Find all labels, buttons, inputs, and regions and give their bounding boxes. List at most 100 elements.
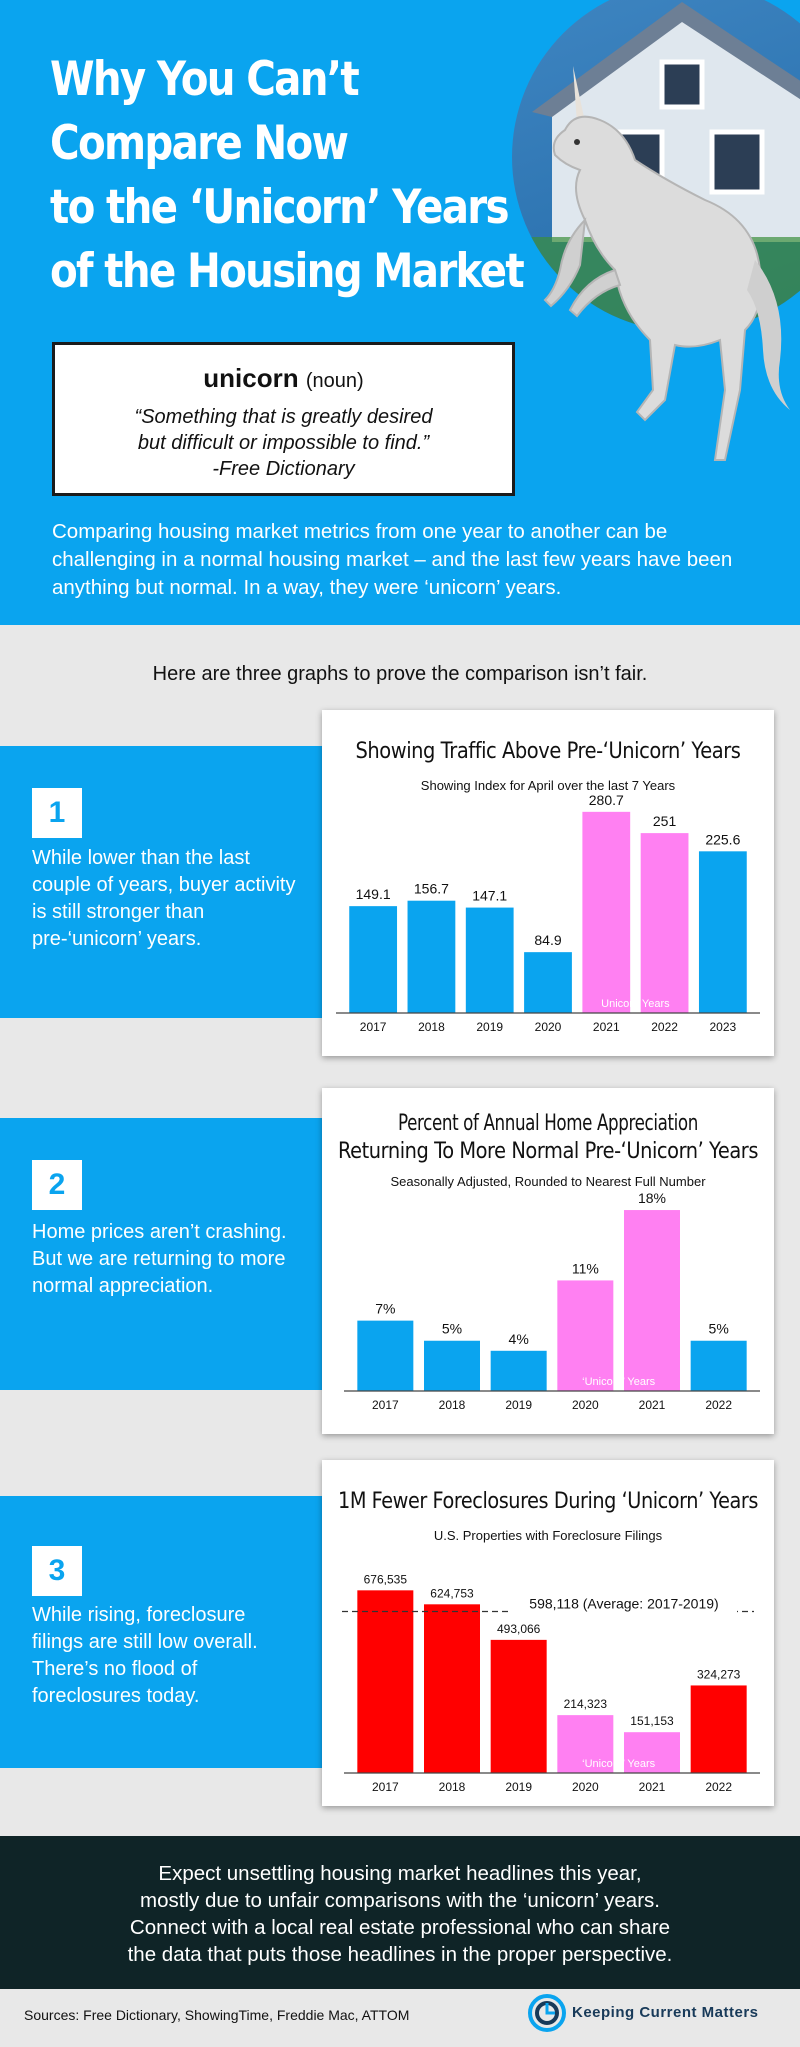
sources-text: Sources: Free Dictionary, ShowingTime, F…	[24, 2007, 410, 2023]
section-1-band: 1 While lower than the last couple of ye…	[0, 746, 330, 1018]
tick-label-2022: 2022	[705, 1780, 732, 1794]
data-label-2018: 5%	[442, 1321, 462, 1337]
data-label-2021: 151,153	[630, 1714, 674, 1728]
section-text: While rising, foreclosure filings are st…	[32, 1604, 258, 1707]
bar-2017	[357, 1590, 414, 1773]
bar-2021	[624, 1732, 680, 1773]
footer-line: Connect with a local real estate profess…	[129, 1916, 671, 1939]
bar-2019	[490, 1350, 547, 1391]
tick-label-2020: 2020	[535, 1020, 562, 1034]
definition-pos: (noun)	[305, 370, 364, 392]
chart-home-appreciation: Percent of Annual Home Appreciation Retur…	[338, 1111, 760, 1412]
graphs-intro: Here are three graphs to prove the compa…	[152, 663, 648, 685]
average-label: 598,118 (Average: 2017-2019)	[529, 1596, 718, 1612]
tick-label-2017: 2017	[372, 1780, 399, 1794]
unicorn-illustration	[543, 66, 790, 461]
tick-label-2023: 2023	[710, 1020, 737, 1034]
definition-word: unicorn	[203, 363, 299, 393]
intro-text: Comparing housing market metrics from on…	[52, 520, 733, 599]
brand-name: Keeping Current Matters	[572, 2004, 759, 2021]
header-banner: Why You Can’t Compare Now to the ‘Unicor…	[0, 0, 800, 625]
data-label-2017: 7%	[375, 1301, 395, 1317]
section-number: 2	[32, 1160, 82, 1210]
footer-line: mostly due to unfair comparisons with th…	[140, 1889, 660, 1912]
bar-2023	[698, 851, 747, 1013]
page-title: Why You Can’t Compare Now to the ‘Unicor…	[50, 48, 525, 304]
chart-subtitle: Showing Index for April over the last 7 …	[421, 778, 676, 793]
data-label-2021: 280.7	[589, 792, 624, 808]
chart-title: Percent of Annual Home Appreciation	[398, 1111, 698, 1136]
bar-2021	[582, 811, 631, 1013]
chart-card-3: 1M Fewer Foreclosures During ‘Unicorn’ Y…	[322, 1460, 774, 1806]
chart-title-line2: Returning To More Normal Pre-‘Unicorn’ Y…	[338, 1139, 758, 1164]
brand-logo[interactable]: Keeping Current Matters	[528, 1992, 778, 2034]
tick-label-2017: 2017	[360, 1020, 387, 1034]
kcm-logo-icon	[528, 1994, 566, 2032]
tick-label-2022: 2022	[705, 1398, 732, 1412]
tick-label-2017: 2017	[372, 1398, 399, 1412]
footer-line: Expect unsettling housing market headlin…	[158, 1862, 642, 1885]
section-text: Home prices aren’t crashing. But we are …	[32, 1221, 287, 1297]
data-label-2020: 214,323	[564, 1697, 608, 1711]
chart-card-2: Percent of Annual Home Appreciation Retur…	[322, 1088, 774, 1434]
data-label-2020: 11%	[572, 1260, 599, 1276]
bar-2017	[357, 1320, 414, 1391]
bar-2019	[490, 1639, 547, 1773]
bar-2020	[524, 952, 572, 1013]
section-number: 1	[32, 788, 82, 838]
unicorn-years-label: Unicorn Years	[601, 998, 670, 1010]
chart-title: Showing Traffic Above Pre-‘Unicorn’ Year…	[356, 739, 741, 764]
section-3-band: 3 While rising, foreclosure filings are …	[0, 1496, 330, 1768]
tick-label-2021: 2021	[593, 1020, 620, 1034]
definition-box: unicorn (noun) “Something that is greatl…	[52, 342, 515, 496]
tick-label-2020: 2020	[572, 1780, 599, 1794]
bar-2020	[557, 1280, 614, 1391]
data-label-2017: 676,535	[364, 1572, 408, 1586]
bar-2018	[407, 900, 456, 1013]
data-label-2019: 147.1	[472, 888, 507, 904]
title-line: Why You Can’t	[50, 52, 360, 107]
chart-foreclosures: 1M Fewer Foreclosures During ‘Unicorn’ Y…	[338, 1489, 760, 1794]
tick-label-2018: 2018	[439, 1398, 466, 1412]
data-label-2022: 251	[653, 813, 677, 829]
section-2-band: 2 Home prices aren’t crashing. But we ar…	[0, 1118, 330, 1390]
tick-label-2019: 2019	[505, 1780, 532, 1794]
section-number: 3	[32, 1546, 82, 1596]
tick-label-2020: 2020	[572, 1398, 599, 1412]
bar-2022	[690, 1685, 747, 1773]
bar-2017	[349, 906, 398, 1013]
chart-subtitle: Seasonally Adjusted, Rounded to Nearest …	[390, 1174, 706, 1189]
unicorn-years-label: ‘Unicorn’ Years	[582, 1758, 655, 1770]
definition-source: -Free Dictionary	[212, 458, 355, 480]
data-label-2020: 84.9	[534, 932, 561, 948]
tick-label-2019: 2019	[505, 1398, 532, 1412]
title-line: Compare Now	[50, 116, 349, 171]
footer-line: the data that puts those headlines in th…	[127, 1943, 673, 1966]
data-label-2022: 5%	[709, 1321, 729, 1337]
bar-2022	[690, 1340, 747, 1391]
tick-label-2022: 2022	[651, 1020, 678, 1034]
bar-2020	[557, 1715, 614, 1773]
data-label-2019: 493,066	[497, 1622, 541, 1636]
bar-2022	[640, 833, 689, 1013]
footer-banner: Expect unsettling housing market headlin…	[0, 1836, 800, 1989]
definition-quote-line: but difficult or impossible to find.”	[137, 432, 430, 454]
bar-2019	[465, 907, 514, 1013]
tick-label-2021: 2021	[639, 1398, 666, 1412]
chart-showing-traffic: Showing Traffic Above Pre-‘Unicorn’ Year…	[336, 739, 760, 1034]
data-label-2018: 156.7	[414, 881, 449, 897]
chart-title: 1M Fewer Foreclosures During ‘Unicorn’ Y…	[338, 1489, 758, 1514]
data-label-2018: 624,753	[430, 1586, 474, 1600]
chart-subtitle: U.S. Properties with Foreclosure Filings	[434, 1528, 663, 1543]
chart-card-1: Showing Traffic Above Pre-‘Unicorn’ Year…	[322, 710, 774, 1056]
tick-label-2018: 2018	[418, 1020, 445, 1034]
data-label-2023: 225.6	[705, 831, 740, 847]
data-label-2022: 324,273	[697, 1667, 741, 1681]
definition-word-line: unicorn (noun)	[55, 363, 512, 394]
data-label-2019: 4%	[509, 1331, 529, 1347]
data-label-2021: 18%	[638, 1190, 666, 1206]
title-line: to the ‘Unicorn’ Years	[50, 180, 510, 235]
title-line: of the Housing Market	[50, 244, 525, 299]
bar-2021	[624, 1210, 680, 1391]
data-label-2017: 149.1	[356, 886, 391, 902]
